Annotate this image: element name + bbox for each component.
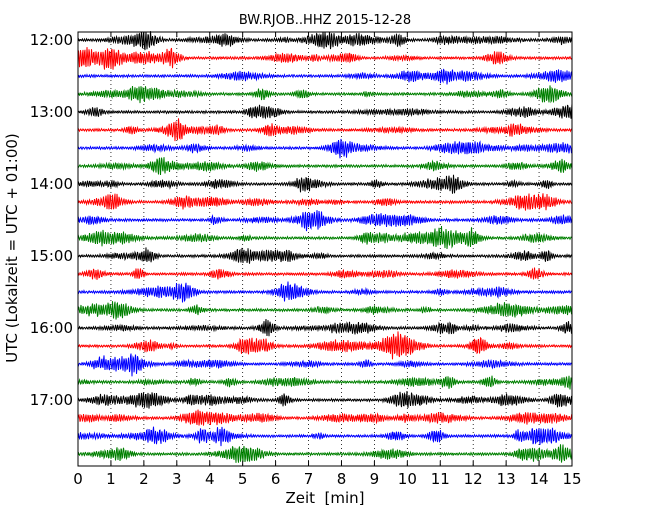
trace-line <box>77 301 573 320</box>
x-tick-label: 2 <box>139 470 149 488</box>
x-tick-label: 11 <box>431 470 450 488</box>
axis-ticks <box>77 32 573 466</box>
trace-line <box>77 47 573 70</box>
chart-title: BW.RJOB..HHZ 2015-12-28 <box>239 13 411 28</box>
trace-line <box>77 426 573 447</box>
y-tick-label: 12:00 <box>30 31 73 49</box>
x-tick-label: 7 <box>304 470 314 488</box>
plot-frame <box>77 31 573 467</box>
trace-line <box>77 174 573 194</box>
x-tick-label: 10 <box>398 470 417 488</box>
trace-line <box>77 138 573 159</box>
trace-line <box>77 267 573 280</box>
y-tick-labels: 12:00 13:00 14:00 15:00 16:00 17:00 <box>30 31 73 409</box>
trace-line <box>77 118 573 142</box>
x-tick-label: 5 <box>238 470 248 488</box>
x-tick-label: 3 <box>172 470 182 488</box>
x-tick-label: 6 <box>271 470 281 488</box>
y-tick-label: 17:00 <box>30 391 73 409</box>
x-tick-labels: 0 1 2 3 4 5 6 7 8 9 10 11 12 13 14 15 <box>73 470 581 488</box>
x-tick-label: 13 <box>497 470 516 488</box>
trace-line <box>77 409 573 426</box>
trace-line <box>77 226 573 250</box>
x-tick-label: 12 <box>464 470 483 488</box>
x-tick-label: 0 <box>73 470 83 488</box>
trace-line <box>77 281 573 303</box>
y-tick-label: 13:00 <box>30 103 73 121</box>
trace-line <box>77 353 573 377</box>
trace-line <box>77 31 573 51</box>
x-tick-label: 1 <box>106 470 116 488</box>
x-tick-label: 14 <box>530 470 549 488</box>
trace-line <box>77 375 573 390</box>
trace-line <box>77 193 573 211</box>
trace-line <box>77 68 573 85</box>
trace-line <box>77 210 573 232</box>
trace-line <box>77 391 573 409</box>
grid-lines <box>110 32 540 466</box>
trace-line <box>77 85 573 104</box>
x-tick-label: 4 <box>205 470 215 488</box>
x-axis-label: Zeit [min] <box>285 489 364 507</box>
trace-line <box>77 247 573 264</box>
x-tick-label: 15 <box>562 470 581 488</box>
y-axis-label: UTC (Lokalzeit = UTC + 01:00) <box>3 133 21 363</box>
trace-line <box>77 103 573 120</box>
seismic-traces <box>77 31 573 463</box>
x-tick-label: 9 <box>370 470 380 488</box>
trace-line <box>77 157 573 175</box>
x-tick-label: 8 <box>337 470 347 488</box>
trace-line <box>77 331 573 360</box>
trace-line <box>77 319 573 337</box>
y-tick-label: 16:00 <box>30 319 73 337</box>
y-tick-label: 14:00 <box>30 175 73 193</box>
y-tick-label: 15:00 <box>30 247 73 265</box>
trace-line <box>77 444 573 463</box>
